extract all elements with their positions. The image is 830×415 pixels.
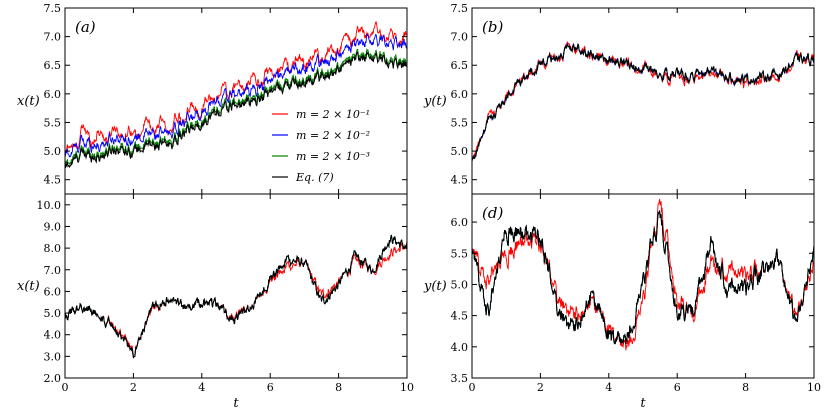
series-line-4	[65, 234, 407, 359]
y-axis-label: y(t)	[423, 279, 447, 294]
x-axis-label: t	[233, 396, 239, 411]
y-tick-label: 4.5	[451, 310, 469, 323]
y-tick-label: 7.5	[44, 2, 62, 15]
y-tick-label: 8.0	[44, 242, 62, 255]
series-line-2	[65, 33, 407, 158]
series-line-1	[65, 240, 407, 357]
x-tick-label: 10	[807, 381, 821, 394]
y-tick-label: 6.0	[44, 285, 62, 298]
x-tick-label: 8	[335, 381, 342, 394]
panel-label: (b)	[482, 18, 503, 36]
panel-a: 4.5 5.0 5.5 6.0 6.5 7.0 7.5 x(t) (a)	[17, 2, 408, 195]
x-tick-label: 0	[62, 381, 69, 394]
series-line-1	[472, 41, 814, 162]
x-tick-label: 6	[267, 381, 274, 394]
x-tick-label: 8	[742, 381, 749, 394]
x-tick-label: 2	[130, 381, 137, 394]
y-tick-label: 5.5	[451, 116, 469, 129]
y-tick-label: 10.0	[37, 199, 62, 212]
legend-entry-2: m = 2 × 10⁻²	[296, 129, 370, 142]
legend-entry-1: m = 2 × 10⁻¹	[296, 108, 370, 121]
axes-frame	[64, 193, 408, 379]
y-tick-label: 6.5	[44, 59, 62, 72]
legend: m = 2 × 10⁻¹ m = 2 × 10⁻² m = 2 × 10⁻³ Eq. …	[272, 108, 370, 184]
axes-frame	[471, 7, 815, 195]
y-tick-label: 5.0	[451, 145, 469, 158]
y-tick-label: 9.0	[44, 220, 62, 233]
plot-area	[65, 234, 407, 359]
x-tick-label: 10	[400, 381, 414, 394]
y-tick-label: 7.0	[44, 31, 62, 44]
series-line-3	[65, 47, 407, 166]
x-tick-label: 0	[469, 381, 476, 394]
x-tick-label: 4	[605, 381, 612, 394]
y-tick-label: 4.0	[44, 329, 62, 342]
y-axis-label: x(t)	[17, 279, 40, 294]
y-tick-label: 7.5	[451, 2, 469, 15]
series-line-4	[472, 210, 814, 345]
panel-c: 2.0 3.0 4.0 5.0 6.0 7.0 8.0 9.0 10.0 0 2 4 6 8 10 x(t) t	[17, 193, 414, 411]
y-tick-label: 3.5	[451, 372, 469, 385]
x-tick-label: 2	[537, 381, 544, 394]
panel-label: (d)	[482, 204, 503, 222]
series-line-3	[472, 43, 814, 162]
plot-area	[472, 198, 814, 351]
y-tick-label: 5.0	[44, 307, 62, 320]
y-tick-label: 7.0	[44, 264, 62, 277]
series-line-4	[65, 50, 407, 169]
axes-frame	[471, 193, 815, 379]
y-tick-label: 6.0	[44, 88, 62, 101]
y-tick-label: 5.0	[44, 145, 62, 158]
x-axis-label: t	[640, 396, 646, 411]
series-line-2	[472, 42, 814, 162]
series-line-4	[472, 43, 814, 162]
panel-b: 4.5 5.0 5.5 6.0 6.5 7.0 7.5 y(t) (b)	[423, 2, 815, 195]
y-axis-label: x(t)	[17, 94, 40, 109]
legend-entry-4: Eq. (7)	[295, 171, 334, 184]
y-axis-label: y(t)	[423, 94, 447, 109]
y-tick-label: 5.5	[44, 116, 62, 129]
y-tick-label: 4.5	[451, 174, 469, 187]
panel-d: 3.5 4.0 4.5 5.0 5.5 6.0 0 2 4 6 8 10 y(t) t (d)	[423, 193, 821, 411]
x-tick-label: 4	[198, 381, 205, 394]
y-tick-label: 5.5	[451, 247, 469, 260]
y-tick-label: 4.5	[44, 174, 62, 187]
y-tick-label: 4.0	[451, 341, 469, 354]
y-tick-label: 7.0	[451, 31, 469, 44]
y-tick-label: 6.0	[451, 216, 469, 229]
panel-label: (a)	[75, 18, 96, 36]
plot-area	[65, 21, 407, 169]
y-tick-label: 6.5	[451, 59, 469, 72]
x-tick-label: 6	[674, 381, 681, 394]
legend-entry-3: m = 2 × 10⁻³	[296, 150, 370, 163]
y-tick-label: 6.0	[451, 88, 469, 101]
y-tick-label: 5.0	[451, 278, 469, 291]
y-tick-label: 3.0	[44, 350, 62, 363]
y-tick-label: 2.0	[44, 372, 62, 385]
plot-area	[472, 41, 814, 162]
